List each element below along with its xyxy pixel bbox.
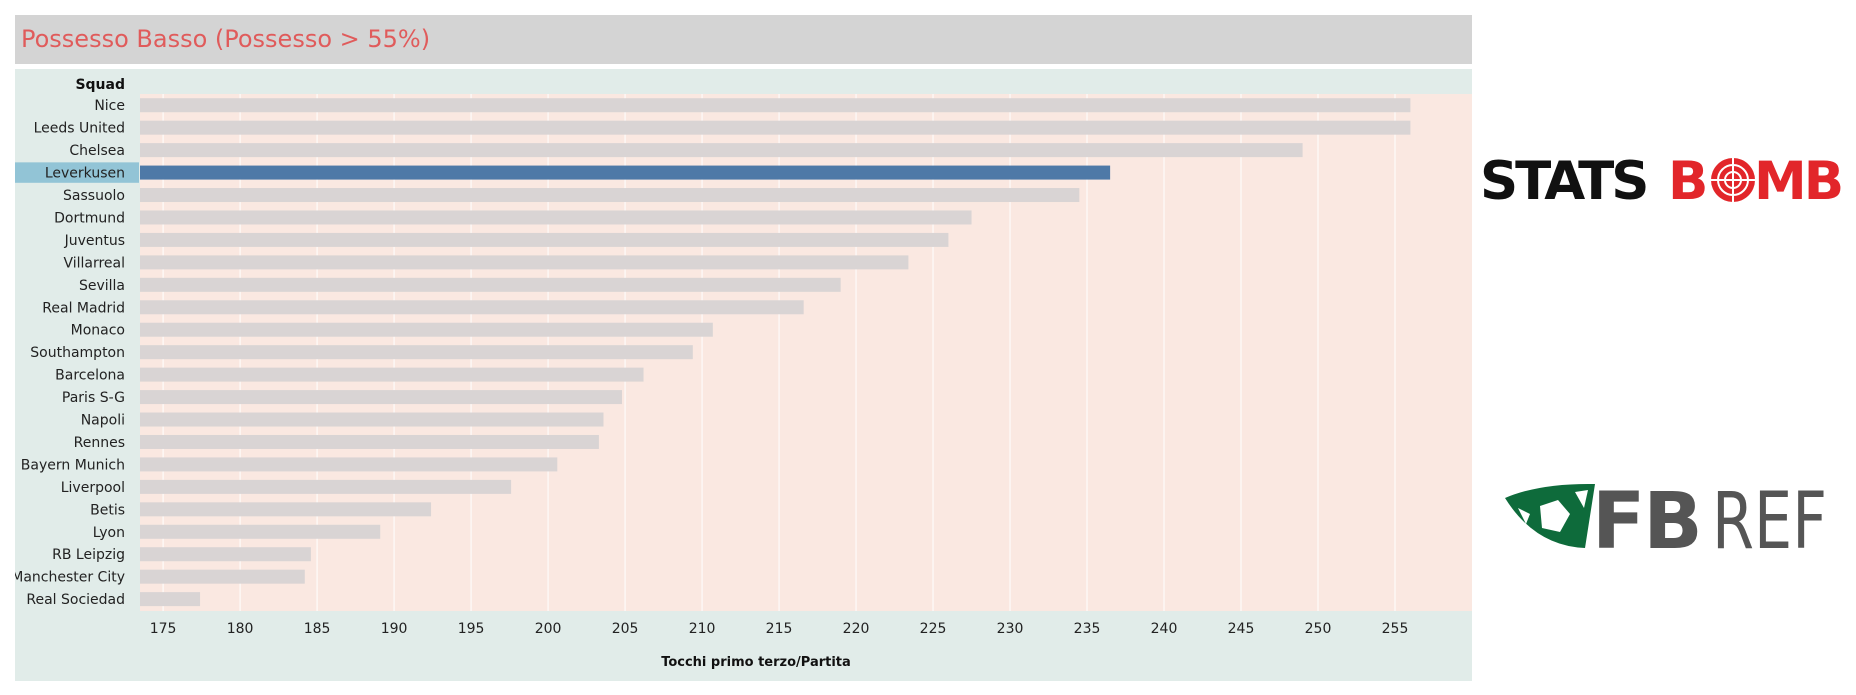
- highlight-label-background: [15, 162, 139, 183]
- x-tick-label: 215: [766, 621, 793, 637]
- category-label: Chelsea: [69, 143, 125, 159]
- category-label: Southampton: [30, 345, 125, 361]
- x-tick-label: 225: [920, 621, 947, 637]
- category-label: Juventus: [64, 233, 125, 249]
- bar: [140, 120, 1411, 135]
- bar: [140, 345, 693, 360]
- x-tick-label: 245: [1228, 621, 1255, 637]
- category-label: Liverpool: [61, 480, 125, 496]
- category-label: Dortmund: [54, 210, 125, 226]
- category-label: Leverkusen: [45, 166, 125, 182]
- bar: [140, 502, 432, 517]
- bar: [140, 98, 1411, 113]
- category-label: Bayern Munich: [21, 457, 125, 473]
- bar: [140, 232, 949, 247]
- bar: [140, 255, 909, 270]
- statsbomb-logo-text-b: B: [1668, 151, 1708, 206]
- bar: [140, 143, 1303, 158]
- x-tick-label: 230: [997, 621, 1024, 637]
- x-tick-label: 235: [1074, 621, 1101, 637]
- x-tick-label: 185: [304, 621, 331, 637]
- x-tick-label: 195: [458, 621, 485, 637]
- bar: [140, 165, 1111, 180]
- chart-title: Possesso Basso (Possesso > 55%): [21, 25, 431, 53]
- x-axis-title: Tocchi primo terzo/Partita: [661, 655, 851, 670]
- x-tick-label: 180: [227, 621, 254, 637]
- category-label: Real Sociedad: [26, 592, 125, 608]
- fbref-logo: FB REF: [1505, 478, 1827, 558]
- category-label: Betis: [90, 502, 125, 518]
- bar: [140, 412, 604, 427]
- category-label: Sassuolo: [63, 188, 125, 204]
- x-tick-label: 175: [150, 621, 177, 637]
- category-label: Napoli: [81, 413, 125, 429]
- x-tick-label: 255: [1382, 621, 1409, 637]
- bar: [140, 277, 841, 292]
- x-tick-label: 200: [535, 621, 562, 637]
- category-label: Nice: [94, 98, 125, 114]
- x-tick-label: 220: [843, 621, 870, 637]
- category-label: Paris S-G: [62, 390, 125, 406]
- category-label: Leeds United: [34, 121, 125, 137]
- category-label: Villarreal: [63, 255, 125, 271]
- x-tick-label: 210: [689, 621, 716, 637]
- category-label: RB Leipzig: [52, 547, 125, 563]
- bar: [140, 457, 558, 472]
- bar: [140, 592, 201, 607]
- category-label: Real Madrid: [42, 300, 125, 316]
- bar: [140, 367, 644, 382]
- x-tick-label: 250: [1305, 621, 1332, 637]
- statsbomb-logo: STATS B MB: [1480, 151, 1842, 206]
- x-tick-label: 240: [1151, 621, 1178, 637]
- bar: [140, 569, 305, 584]
- title-bar: Possesso Basso (Possesso > 55%): [15, 15, 1472, 64]
- bar: [140, 188, 1080, 203]
- bar: [140, 547, 311, 562]
- category-label: Sevilla: [79, 278, 125, 294]
- bar: [140, 479, 512, 494]
- fbref-logo-text-fb: FB: [1592, 478, 1701, 558]
- category-label: Barcelona: [55, 368, 125, 384]
- category-label: Lyon: [93, 525, 125, 541]
- category-label: Rennes: [74, 435, 125, 451]
- bar: [140, 300, 804, 315]
- bar: [140, 524, 381, 539]
- bar: [140, 210, 972, 225]
- bar: [140, 434, 599, 449]
- bar: [140, 322, 713, 337]
- row-header: Squad: [75, 77, 125, 93]
- bar: [140, 390, 622, 405]
- chart-panel: 175 180 185 190 195 200 205 210 215 220 225 230 235 2…: [15, 69, 1472, 681]
- statsbomb-logo-text-right: MB: [1754, 151, 1841, 206]
- x-tick-label: 205: [612, 621, 639, 637]
- bar-chart: 175 180 185 190 195 200 205 210 215 220 225 230 235 2…: [15, 77, 1472, 670]
- category-label: Manchester City: [15, 570, 125, 586]
- fbref-logo-text-ref: REF: [1712, 478, 1827, 558]
- x-tick-label: 190: [381, 621, 408, 637]
- statsbomb-logo-text-left: STATS: [1480, 151, 1646, 206]
- category-label: Monaco: [71, 323, 125, 339]
